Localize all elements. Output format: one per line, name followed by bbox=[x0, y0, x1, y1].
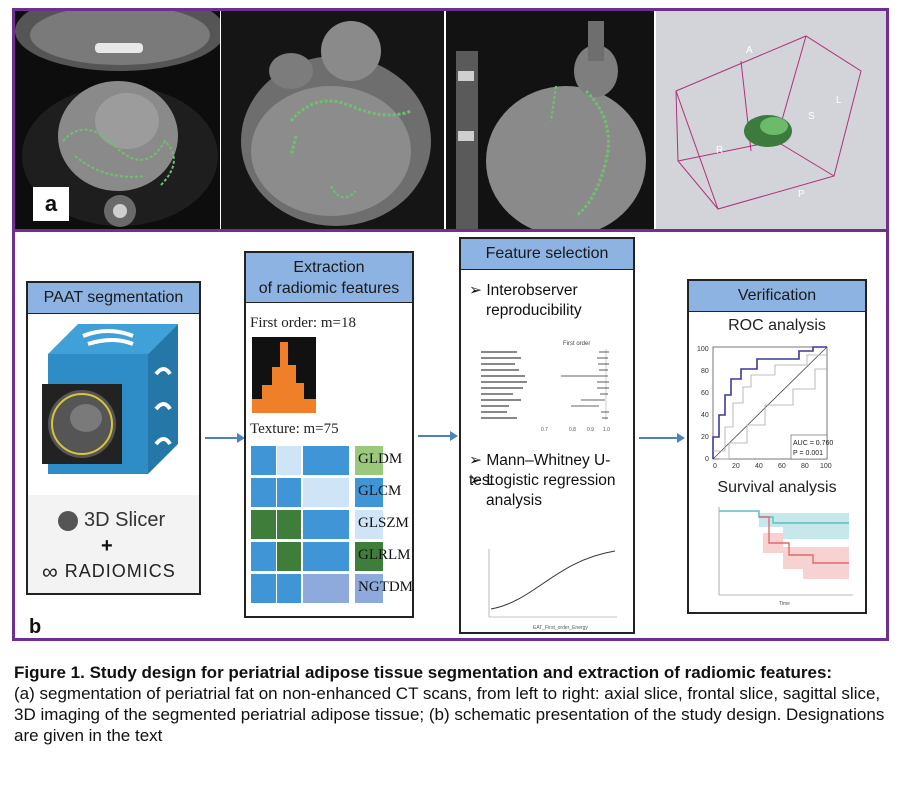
svg-text:100: 100 bbox=[820, 463, 832, 469]
slicer-logo: 3D Slicer bbox=[58, 509, 165, 532]
label-glcm: GLCM bbox=[358, 483, 402, 499]
verification-box: Verification ROC analysis 100 80 60 40 2… bbox=[687, 279, 867, 614]
grid-cell bbox=[276, 573, 302, 604]
selection-box: Feature selection ➢ Interobserver reprod… bbox=[459, 237, 635, 634]
svg-text:1.0: 1.0 bbox=[603, 427, 610, 433]
svg-text:20: 20 bbox=[701, 434, 709, 441]
label-gldm: GLDM bbox=[358, 451, 403, 467]
label-ngtdm: NGTDM bbox=[358, 579, 413, 595]
grid-cell bbox=[302, 541, 350, 572]
svg-text:Time: Time bbox=[779, 601, 790, 607]
arrow-3 bbox=[639, 433, 685, 443]
svg-text:60: 60 bbox=[701, 390, 709, 397]
grid-cell bbox=[302, 509, 350, 540]
extraction-box: Extraction of radiomic features First or… bbox=[244, 251, 414, 618]
panel-divider bbox=[15, 229, 886, 232]
svg-text:0.9: 0.9 bbox=[587, 427, 594, 433]
legend-swatch-gldm bbox=[354, 445, 384, 476]
legend-swatch-glrlm bbox=[354, 541, 384, 572]
grid-cell bbox=[276, 477, 302, 508]
orientation-p: P bbox=[798, 189, 805, 200]
svg-text:40: 40 bbox=[701, 412, 709, 419]
panel-a-label: a bbox=[33, 187, 69, 221]
legend-swatch-glcm bbox=[354, 477, 384, 508]
orientation-s: S bbox=[808, 111, 815, 122]
bullet-interobserver: ➢ Interobserver reproducibility bbox=[469, 282, 582, 319]
roc-chart: 100 80 60 40 20 0 0 20 40 60 80 100 AUC … bbox=[697, 346, 833, 469]
ct-stack-illustration bbox=[42, 324, 178, 474]
extraction-title: Extraction of radiomic features bbox=[246, 253, 412, 303]
sagittal-ct-slice bbox=[446, 11, 654, 229]
svg-text:0.7: 0.7 bbox=[541, 427, 548, 433]
label-glrlm: GLRLM bbox=[358, 547, 411, 563]
figure-frame: a bbox=[12, 8, 889, 641]
radiomics-logo: ∞ RADIOMICS bbox=[42, 559, 176, 584]
grid-cell bbox=[302, 573, 350, 604]
svg-text:EAT_First_order_Energy: EAT_First_order_Energy bbox=[533, 625, 588, 631]
panel-b-label: b bbox=[29, 616, 42, 638]
frontal-ct-slice bbox=[221, 11, 444, 229]
slicer-icon bbox=[58, 510, 78, 531]
survival-title: Survival analysis bbox=[717, 479, 837, 496]
label-glszm: GLSZM bbox=[358, 515, 409, 531]
km-survival-chart: Time bbox=[718, 507, 853, 607]
axial-ct-slice: a bbox=[15, 11, 220, 229]
caption-body: (a) segmentation of periatrial fat on no… bbox=[14, 684, 885, 745]
svg-text:First order: First order bbox=[563, 341, 590, 347]
texture-label: Texture: m=75 bbox=[250, 421, 339, 437]
bullet-arrow-icon: ➢ bbox=[469, 282, 482, 299]
arrow-2 bbox=[418, 431, 458, 441]
segmentation-box: PAAT segmentation 3D Slicer + ∞ RADIOMIC… bbox=[26, 281, 201, 595]
roc-title: ROC analysis bbox=[728, 317, 826, 334]
bullet-mann-whitney: ➢ Mann–Whitney U-test bbox=[469, 452, 611, 489]
selection-title: Feature selection bbox=[461, 239, 633, 270]
software-logos: 3D Slicer + ∞ RADIOMICS bbox=[28, 495, 199, 593]
auc-value: AUC = 0.760 bbox=[793, 440, 833, 447]
legend-swatch-ngtdm bbox=[354, 573, 384, 604]
p-value: P = 0.001 bbox=[793, 450, 823, 457]
svg-text:60: 60 bbox=[778, 463, 786, 469]
svg-text:40: 40 bbox=[755, 463, 763, 469]
grid-cell bbox=[276, 445, 302, 476]
legend-swatch-glszm bbox=[354, 509, 384, 540]
grid-cell bbox=[302, 445, 350, 476]
texture-grid bbox=[250, 445, 352, 608]
infinity-icon: ∞ bbox=[42, 559, 59, 584]
svg-text:80: 80 bbox=[701, 368, 709, 375]
bullet-arrow-icon: ➢ bbox=[469, 452, 482, 469]
orientation-r: R bbox=[716, 145, 723, 156]
svg-text:0.8: 0.8 bbox=[569, 427, 576, 433]
segmentation-title: PAAT segmentation bbox=[28, 283, 199, 314]
svg-text:100: 100 bbox=[697, 346, 709, 353]
forest-plot-thumbnail: First order 0.7 0.8 0.9 1.0 bbox=[481, 341, 610, 433]
svg-text:80: 80 bbox=[801, 463, 809, 469]
figure-caption: Figure 1. Study design for periatrial ad… bbox=[14, 662, 888, 746]
arrow-1 bbox=[205, 433, 245, 443]
bullet-arrow-icon: ➢ bbox=[469, 472, 482, 489]
svg-text:0: 0 bbox=[713, 463, 717, 469]
caption-title: Figure 1. Study design for periatrial ad… bbox=[14, 663, 833, 682]
histogram-thumbnail bbox=[252, 337, 316, 413]
grid-cell bbox=[276, 509, 302, 540]
plus-sign: + bbox=[101, 535, 113, 557]
grid-cell bbox=[276, 541, 302, 572]
verification-title: Verification bbox=[689, 281, 865, 312]
bullet-logistic-regression: ➢ Logistic regression analysis bbox=[469, 472, 616, 509]
orientation-l: L bbox=[836, 95, 842, 106]
grid-cell bbox=[302, 477, 350, 508]
3d-rendering-view: A L S R P bbox=[656, 11, 886, 229]
first-order-label: First order: m=18 bbox=[250, 315, 356, 331]
svg-text:0: 0 bbox=[705, 456, 709, 463]
orientation-a: A bbox=[746, 45, 753, 56]
svg-text:20: 20 bbox=[732, 463, 740, 469]
logistic-curve-thumbnail: EAT_First_order_Energy bbox=[488, 549, 617, 631]
